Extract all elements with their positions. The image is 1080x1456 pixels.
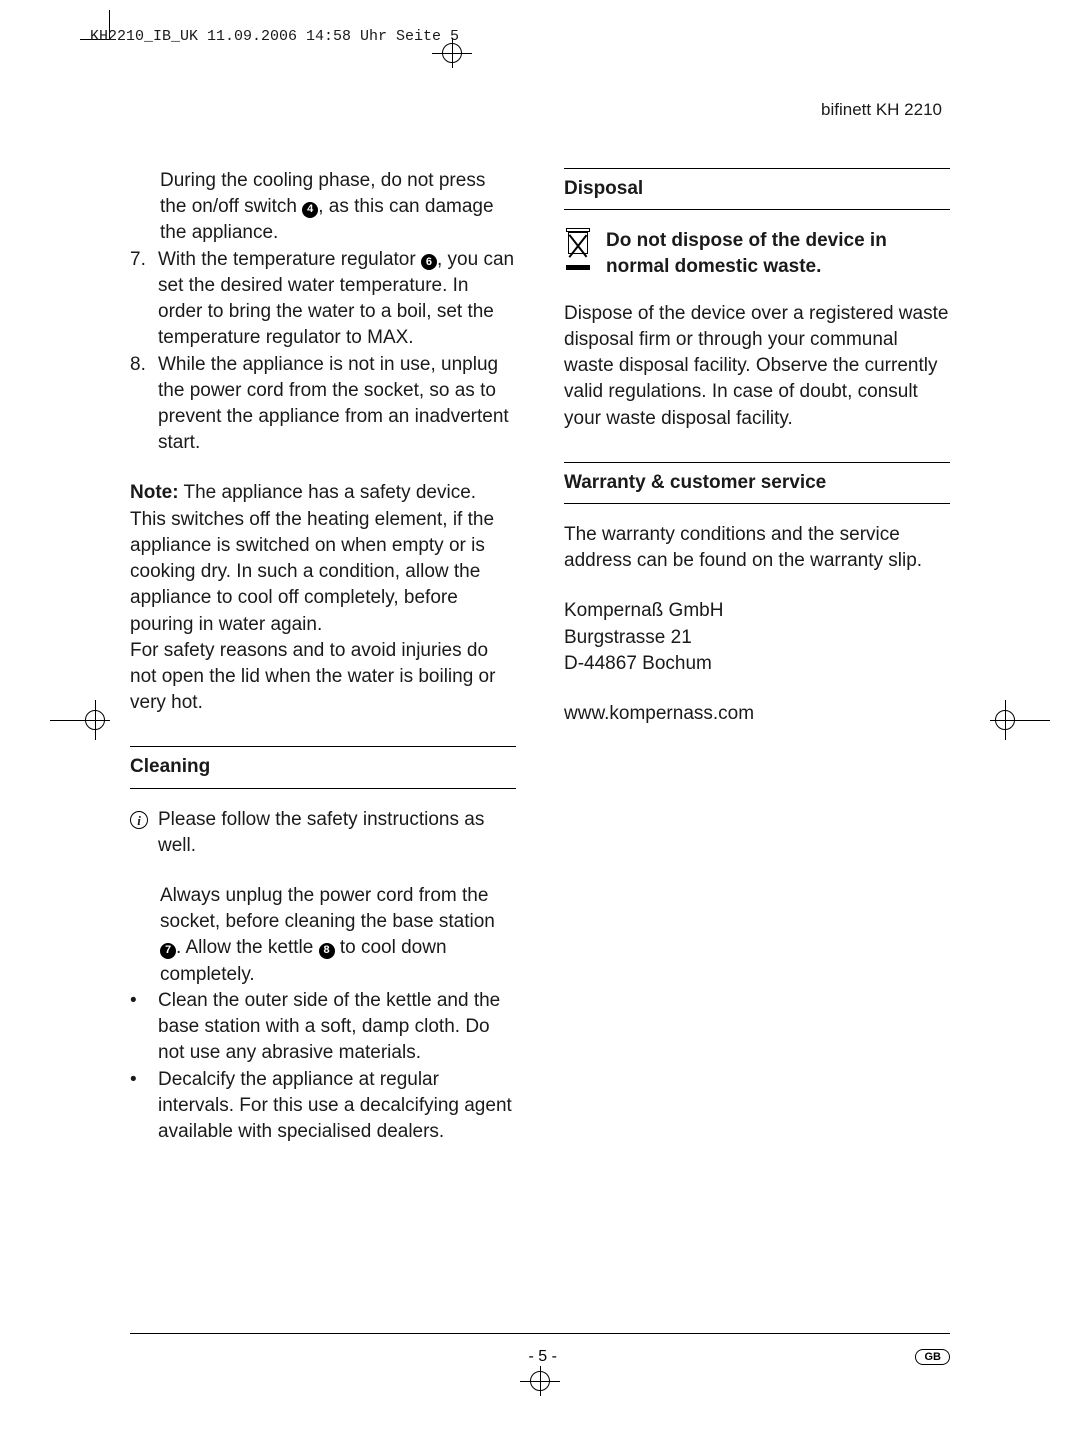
list-item: 8. While the appliance is not in use, un… <box>130 352 516 457</box>
address-line: Kompernaß GmbH <box>564 598 950 624</box>
list-marker: 7. <box>130 247 158 352</box>
info-icon: i <box>130 811 148 829</box>
address-line: D-44867 Bochum <box>564 651 950 677</box>
section-heading-cleaning: Cleaning <box>130 746 516 788</box>
right-column: Disposal Do not dispose of the device in… <box>564 168 950 1145</box>
ref-kettle-icon: 8 <box>319 943 335 959</box>
left-column: During the cooling phase, do not press t… <box>130 168 516 1145</box>
weee-bin-icon <box>564 228 594 270</box>
address-line: Burgstrasse 21 <box>564 625 950 651</box>
registration-mark <box>50 700 110 740</box>
ref-base-icon: 7 <box>160 943 176 959</box>
print-header: KH2210_IB_UK 11.09.2006 14:58 Uhr Seite … <box>90 28 459 45</box>
brand-header: bifinett KH 2210 <box>130 100 950 120</box>
page-content: bifinett KH 2210 During the cooling phas… <box>130 100 950 1145</box>
list-item: • Clean the outer side of the kettle and… <box>130 988 516 1067</box>
body-text: The warranty conditions and the service … <box>564 522 950 574</box>
list-item: 7. With the temperature regulator 6, you… <box>130 247 516 352</box>
registration-mark <box>432 8 472 68</box>
website-url: www.kompernass.com <box>564 701 950 727</box>
body-text: Dispose of the device over a registered … <box>564 301 950 432</box>
info-item: i Please follow the safety instructions … <box>130 807 516 859</box>
registration-mark <box>520 1366 560 1426</box>
region-badge: GB <box>915 1349 950 1365</box>
ref-regulator-icon: 6 <box>421 254 437 270</box>
note-paragraph: Note: The appliance has a safety device.… <box>130 480 516 637</box>
body-text: Always unplug the power cord from the so… <box>130 883 516 988</box>
bullet-icon: • <box>130 1067 158 1146</box>
ref-switch-icon: 4 <box>302 202 318 218</box>
disposal-warning: Do not dispose of the device in normal d… <box>564 228 950 280</box>
section-heading-warranty: Warranty & customer service <box>564 462 950 504</box>
page-footer: - 5 - GB <box>130 1333 950 1366</box>
page-number: - 5 - <box>529 1348 557 1366</box>
list-item: • Decalcify the appliance at regular int… <box>130 1067 516 1146</box>
registration-mark <box>990 700 1050 740</box>
body-text: For safety reasons and to avoid injuries… <box>130 638 516 717</box>
list-marker: 8. <box>130 352 158 457</box>
bullet-icon: • <box>130 988 158 1067</box>
section-heading-disposal: Disposal <box>564 168 950 210</box>
body-text: During the cooling phase, do not press t… <box>130 168 516 247</box>
